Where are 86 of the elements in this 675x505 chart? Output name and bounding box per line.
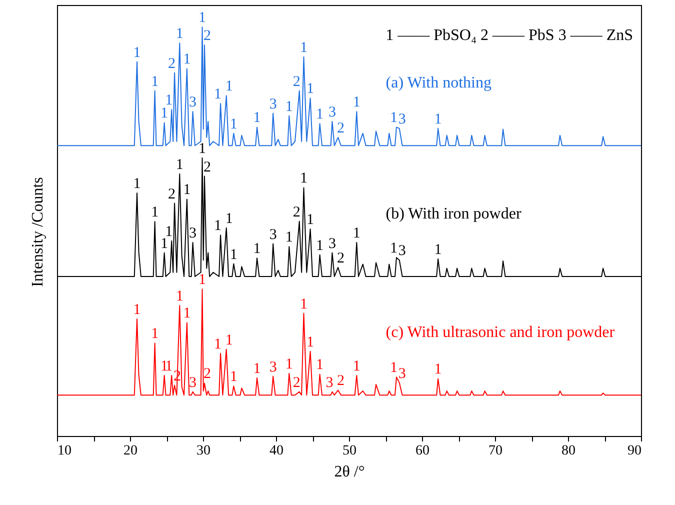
annotation: 2	[337, 250, 345, 266]
annotation: 3	[189, 226, 197, 242]
x-tick-label: 10	[58, 444, 72, 458]
annotation: 1	[285, 230, 293, 246]
annotation: 2	[292, 74, 300, 90]
annotation: 1	[253, 110, 261, 126]
annotation: 1	[285, 98, 293, 115]
annotation: 1	[133, 302, 141, 318]
annotation: 1	[316, 106, 324, 123]
annotation: 1	[390, 360, 398, 376]
annotation: 1	[300, 170, 308, 187]
x-tick-label: 80	[562, 444, 576, 458]
x-tick-label: 40	[270, 444, 284, 458]
annotation: 3	[326, 374, 334, 391]
annotation: 1	[306, 212, 314, 228]
x-tick-label: 20	[124, 444, 138, 458]
annotation: 1	[176, 288, 184, 305]
x-tick-label: 30	[196, 444, 210, 458]
annotation: 3	[328, 104, 336, 120]
annotation: 1	[434, 242, 442, 258]
annotation: 1	[300, 40, 308, 56]
annotation: 1	[183, 182, 191, 198]
annotation: 3	[269, 359, 277, 376]
annotation: 3	[398, 243, 406, 260]
annotation: 1	[352, 358, 360, 374]
annotation: 1	[198, 10, 206, 26]
annotation: 2	[292, 374, 300, 391]
annotation: 1	[183, 52, 191, 68]
annotation: 1	[214, 218, 222, 234]
annotation: 3	[328, 236, 336, 252]
annotation: 1	[306, 334, 314, 350]
annotation: 2	[203, 366, 211, 382]
annotation: 1	[214, 336, 222, 352]
annotation: 1	[306, 81, 314, 98]
annotation: 2	[203, 28, 211, 44]
annotation: 1	[151, 204, 159, 221]
annotation: 1	[390, 110, 398, 126]
annotation: 1	[151, 326, 159, 342]
annotation: 3	[269, 226, 277, 243]
annotation: 1	[253, 241, 261, 258]
annotation: 3	[398, 111, 406, 128]
annotation: 1	[214, 86, 222, 102]
annotation: 1	[176, 26, 184, 42]
annotation: 1	[434, 362, 442, 378]
x-tick-label: 90	[628, 444, 642, 458]
annotation: 1	[230, 116, 238, 132]
annotation: 1	[434, 111, 442, 128]
annotation: 1	[133, 44, 141, 61]
annotation: 1	[225, 210, 233, 227]
annotation: 2	[337, 120, 345, 136]
annotation: 1	[133, 176, 141, 192]
annotation: 1	[285, 356, 293, 372]
annotation: 1	[225, 332, 233, 348]
annotation: 3	[189, 94, 197, 111]
text: (b) With iron powder	[386, 205, 522, 222]
annotation: 1 —— PbSO₄ 2 —— PbS 3 —— ZnS	[386, 27, 633, 44]
annotation: 1	[198, 272, 206, 288]
x-tick-label: 60	[416, 444, 430, 458]
x-tick-label: 50	[342, 444, 356, 458]
annotation: 2	[203, 159, 211, 176]
annotation: 1	[300, 296, 308, 312]
annotation: 1	[176, 156, 184, 173]
x-tick-label: 70	[488, 444, 502, 458]
annotation: 1	[352, 94, 360, 111]
annotation: 1	[183, 306, 191, 322]
x-axis-title: 2θ /°	[334, 464, 365, 480]
text: (c) With ultrasonic and iron powder	[386, 324, 616, 342]
annotation: 1	[230, 369, 238, 386]
annotation: 1	[316, 357, 324, 374]
annotation: 2	[292, 204, 300, 220]
annotation: 2	[168, 56, 176, 72]
annotation: 2	[168, 186, 176, 202]
text: (a) With nothing	[386, 74, 492, 92]
annotation: 3	[269, 96, 277, 112]
annotation: 1	[225, 78, 233, 95]
annotation: 3	[189, 374, 197, 391]
annotation: 1	[352, 226, 360, 242]
annotation: 1	[253, 360, 261, 377]
annotation: 1	[198, 140, 206, 157]
annotation: 1	[390, 240, 398, 257]
annotation: 2	[337, 373, 345, 390]
annotation: 3	[398, 366, 406, 382]
y-axis-title: Intensity /Counts	[30, 177, 46, 287]
annotation: 1	[230, 246, 238, 263]
annotation: 1	[316, 238, 324, 254]
annotation: 1	[151, 74, 159, 90]
